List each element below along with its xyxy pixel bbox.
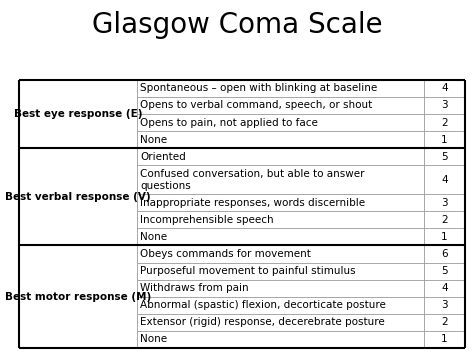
Text: 6: 6 bbox=[441, 249, 448, 259]
Text: None: None bbox=[140, 135, 167, 144]
Text: Obeys commands for movement: Obeys commands for movement bbox=[140, 249, 311, 259]
Text: Abnormal (spastic) flexion, decorticate posture: Abnormal (spastic) flexion, decorticate … bbox=[140, 300, 386, 310]
Text: 3: 3 bbox=[441, 198, 448, 208]
Text: Purposeful movement to painful stimulus: Purposeful movement to painful stimulus bbox=[140, 266, 356, 276]
Text: 5: 5 bbox=[441, 266, 448, 276]
Text: 4: 4 bbox=[441, 175, 448, 185]
Text: 3: 3 bbox=[441, 300, 448, 310]
Text: 4: 4 bbox=[441, 83, 448, 93]
Text: None: None bbox=[140, 232, 167, 242]
Text: 2: 2 bbox=[441, 215, 448, 225]
Text: 2: 2 bbox=[441, 118, 448, 127]
Text: Withdraws from pain: Withdraws from pain bbox=[140, 283, 248, 293]
Text: Best eye response (E): Best eye response (E) bbox=[14, 109, 142, 119]
Text: Oriented: Oriented bbox=[140, 152, 186, 162]
Text: 5: 5 bbox=[441, 152, 448, 162]
Text: Best verbal response (V): Best verbal response (V) bbox=[5, 192, 151, 202]
Text: 1: 1 bbox=[441, 334, 448, 344]
Text: Opens to pain, not applied to face: Opens to pain, not applied to face bbox=[140, 118, 318, 127]
Text: Extensor (rigid) response, decerebrate posture: Extensor (rigid) response, decerebrate p… bbox=[140, 317, 384, 327]
Text: 2: 2 bbox=[441, 317, 448, 327]
Text: 1: 1 bbox=[441, 135, 448, 144]
Text: Incomprehensible speech: Incomprehensible speech bbox=[140, 215, 273, 225]
Text: None: None bbox=[140, 334, 167, 344]
Text: Glasgow Coma Scale: Glasgow Coma Scale bbox=[91, 11, 383, 39]
Text: 4: 4 bbox=[441, 283, 448, 293]
Text: Opens to verbal command, speech, or shout: Opens to verbal command, speech, or shou… bbox=[140, 100, 372, 110]
Text: Inappropriate responses, words discernible: Inappropriate responses, words discernib… bbox=[140, 198, 365, 208]
Text: 1: 1 bbox=[441, 232, 448, 242]
Text: Spontaneous – open with blinking at baseline: Spontaneous – open with blinking at base… bbox=[140, 83, 377, 93]
Text: Best motor response (M): Best motor response (M) bbox=[5, 292, 151, 302]
Text: Confused conversation, but able to answer
questions: Confused conversation, but able to answe… bbox=[140, 169, 365, 191]
Text: 3: 3 bbox=[441, 100, 448, 110]
